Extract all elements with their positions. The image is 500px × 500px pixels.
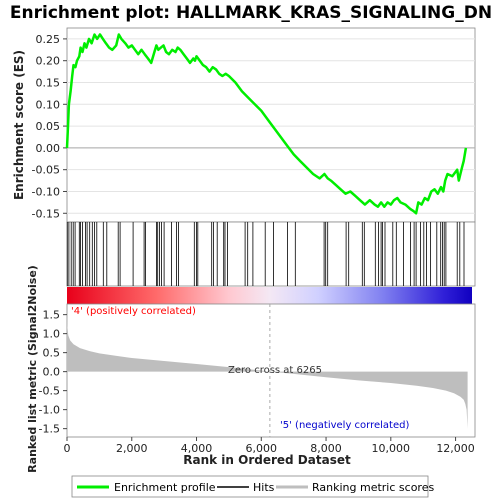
enrichment-profile-line: [65, 33, 468, 215]
es-y-tick-label: 0.10: [36, 98, 61, 111]
x-axis-label: Rank in Ordered Dataset: [183, 453, 351, 467]
metric-panel: -1.5 -1.0 -0.5 0.0 0.5 1.0 1.5 0 2,000 4,000 6,00…: [26, 265, 476, 473]
es-y-tick-label: 0.05: [36, 120, 61, 133]
metric-y-tick-label: -0.5: [39, 385, 60, 398]
chart-title: Enrichment plot: HALLMARK_KRAS_SIGNALING…: [10, 3, 492, 23]
hits-panel: [66, 221, 476, 287]
legend-frame: [71, 475, 429, 498]
x-tick-label: 2,000: [116, 442, 148, 455]
legend: Enrichment profile Hits Ranking metric s…: [71, 475, 434, 498]
zero-cross-label: Zero cross at 6265: [228, 365, 322, 376]
es-y-tick-label: 0.00: [36, 142, 61, 155]
metric-y-tick-label: -1.5: [39, 423, 60, 436]
es-y-tick-label: 0.25: [36, 33, 61, 46]
es-y-axis-label: Enrichment score (ES): [12, 50, 26, 200]
hits-panel-frame: [66, 221, 476, 287]
metric-y-axis-label: Ranked list metric (Signal2Noise): [26, 265, 39, 473]
ranking-metric-area: [67, 310, 468, 429]
metric-y-tick-label: 1.0: [43, 328, 61, 341]
x-tick-label: 0: [64, 442, 71, 455]
es-y-tick-label: -0.15: [32, 207, 60, 220]
es-y-tick-label: 0.20: [36, 55, 61, 68]
x-tick-label: 12,000: [436, 442, 475, 455]
metric-y-ticks: -1.5 -1.0 -0.5 0.0 0.5 1.0 1.5: [39, 309, 67, 436]
hit-lines: [66, 222, 465, 286]
metric-y-tick-label: -1.0: [39, 404, 60, 417]
metric-y-tick-label: 0.5: [43, 347, 61, 360]
legend-hits-label: Hits: [253, 481, 275, 494]
es-y-ticks: -0.15 -0.10 -0.05 0.00 0.05 0.10 0.15 0.20 0.25: [32, 33, 67, 220]
es-y-tick-label: 0.15: [36, 76, 61, 89]
x-tick-label: 6,000: [246, 442, 278, 455]
metric-x-ticks: 0 2,000 4,000 6,000 8,000 10,000 12,000: [64, 437, 475, 455]
es-panel: -0.15-0.10-0.050.000.050.100.150.200.25 …: [12, 27, 476, 223]
metric-y-tick-label: 0.0: [43, 366, 61, 379]
metric-y-tick-label: 1.5: [43, 309, 61, 322]
es-y-tick-label: -0.05: [32, 164, 60, 177]
x-tick-label: 8,000: [310, 442, 342, 455]
negative-correlation-label: '5' (negatively correlated): [280, 420, 409, 431]
es-y-tick-label: -0.10: [32, 185, 60, 198]
legend-metric-label: Ranking metric scores: [312, 481, 434, 494]
x-tick-label: 10,000: [372, 442, 411, 455]
legend-enrichment-label: Enrichment profile: [114, 481, 216, 494]
rank-color-strip: [67, 287, 472, 304]
x-tick-label: 4,000: [181, 442, 213, 455]
positive-correlation-label: '4' (positively correlated): [71, 306, 196, 317]
